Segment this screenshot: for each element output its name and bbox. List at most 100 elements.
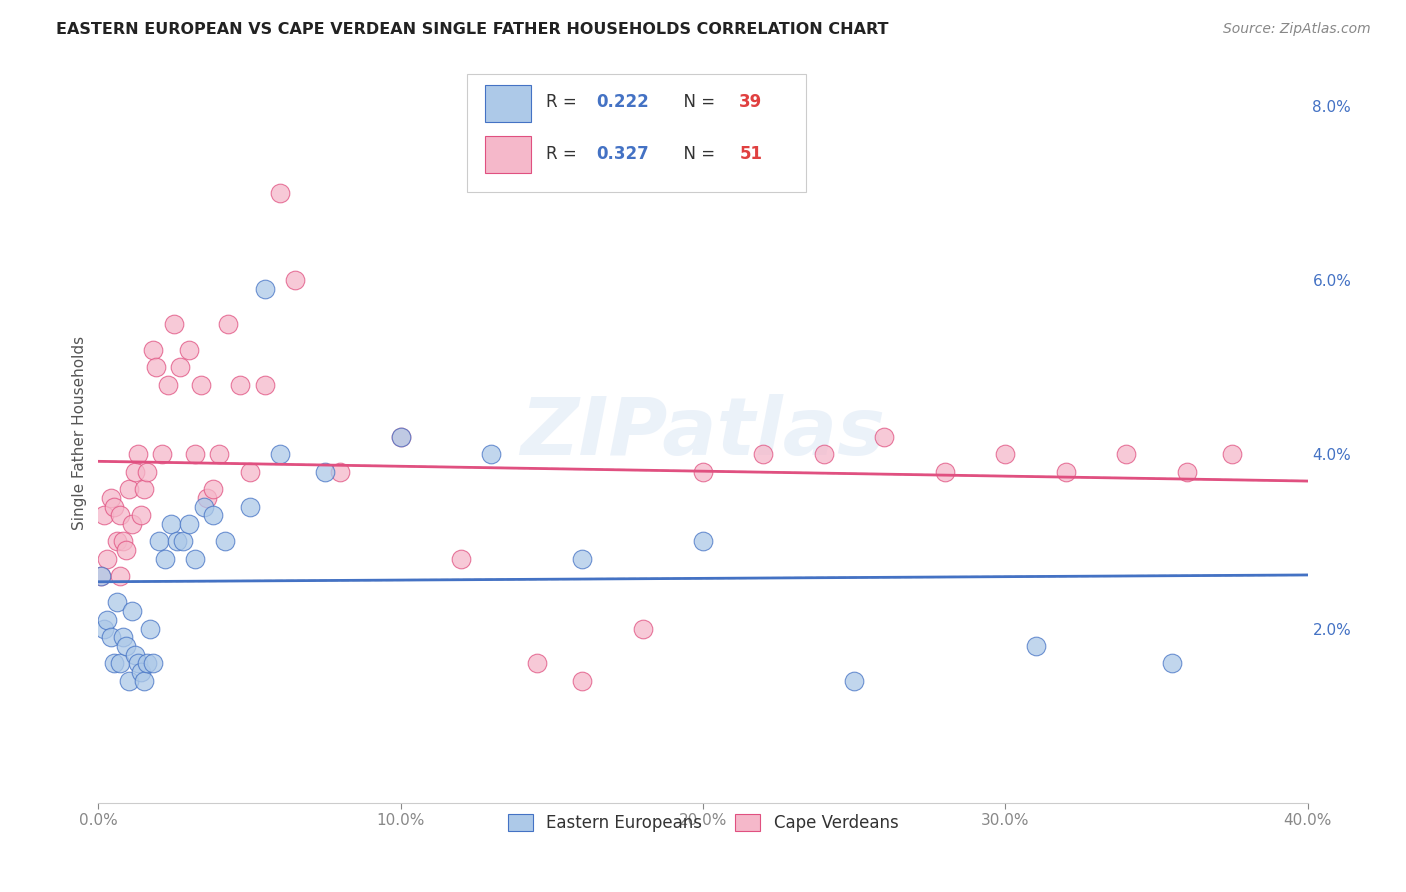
Point bbox=[253, 282, 276, 296]
Text: N =: N = bbox=[672, 145, 720, 162]
Point bbox=[526, 657, 548, 671]
Point bbox=[179, 343, 201, 357]
Point bbox=[1024, 639, 1046, 653]
Point bbox=[229, 377, 252, 392]
Point bbox=[111, 630, 134, 644]
Point bbox=[93, 508, 115, 523]
Point bbox=[1175, 465, 1198, 479]
Text: 51: 51 bbox=[740, 145, 762, 162]
Point bbox=[253, 377, 276, 392]
Y-axis label: Single Father Households: Single Father Households bbox=[72, 335, 87, 530]
Text: 0.327: 0.327 bbox=[596, 145, 650, 162]
Point bbox=[571, 552, 593, 566]
Point bbox=[142, 343, 165, 357]
Point bbox=[118, 673, 141, 688]
Point bbox=[135, 465, 157, 479]
Point bbox=[108, 569, 131, 583]
Point bbox=[389, 430, 412, 444]
Point bbox=[93, 622, 115, 636]
Bar bbox=[485, 136, 531, 173]
Point bbox=[124, 465, 146, 479]
Point bbox=[121, 517, 143, 532]
Point bbox=[124, 648, 146, 662]
Point bbox=[127, 447, 149, 461]
Point bbox=[752, 447, 775, 461]
Point bbox=[269, 447, 291, 461]
Point bbox=[934, 465, 956, 479]
Point bbox=[114, 543, 136, 558]
Point bbox=[153, 552, 176, 566]
Point bbox=[873, 430, 896, 444]
Point bbox=[103, 657, 125, 671]
Point bbox=[1160, 657, 1182, 671]
Point bbox=[100, 630, 122, 644]
Point bbox=[692, 465, 714, 479]
Point bbox=[269, 186, 291, 200]
Point bbox=[314, 465, 336, 479]
Text: ZIPatlas: ZIPatlas bbox=[520, 393, 886, 472]
Point bbox=[108, 657, 131, 671]
Point bbox=[132, 482, 155, 496]
Point bbox=[631, 622, 654, 636]
Point bbox=[132, 673, 155, 688]
Point bbox=[172, 534, 194, 549]
Point bbox=[90, 569, 112, 583]
Text: R =: R = bbox=[546, 145, 582, 162]
Point bbox=[148, 534, 170, 549]
Text: EASTERN EUROPEAN VS CAPE VERDEAN SINGLE FATHER HOUSEHOLDS CORRELATION CHART: EASTERN EUROPEAN VS CAPE VERDEAN SINGLE … bbox=[56, 22, 889, 37]
Point bbox=[145, 360, 167, 375]
Point bbox=[184, 552, 207, 566]
Point bbox=[100, 491, 122, 505]
Point bbox=[239, 465, 262, 479]
Text: R =: R = bbox=[546, 93, 582, 111]
Point bbox=[214, 534, 236, 549]
Point bbox=[813, 447, 835, 461]
Point bbox=[184, 447, 207, 461]
Point bbox=[389, 430, 412, 444]
Point bbox=[105, 534, 128, 549]
Point bbox=[195, 491, 218, 505]
Legend: Eastern Europeans, Cape Verdeans: Eastern Europeans, Cape Verdeans bbox=[501, 807, 905, 838]
Point bbox=[114, 639, 136, 653]
Point bbox=[129, 508, 152, 523]
Point bbox=[105, 595, 128, 609]
Point bbox=[139, 622, 162, 636]
Point bbox=[96, 552, 118, 566]
Point bbox=[1115, 447, 1137, 461]
Point bbox=[208, 447, 231, 461]
Text: 39: 39 bbox=[740, 93, 762, 111]
Point bbox=[142, 657, 165, 671]
Point bbox=[163, 317, 186, 331]
Point bbox=[217, 317, 239, 331]
Text: N =: N = bbox=[672, 93, 720, 111]
Point bbox=[844, 673, 866, 688]
Text: 0.222: 0.222 bbox=[596, 93, 650, 111]
Point bbox=[190, 377, 212, 392]
Point bbox=[129, 665, 152, 680]
Point bbox=[160, 517, 183, 532]
Point bbox=[329, 465, 352, 479]
Point bbox=[111, 534, 134, 549]
Point bbox=[156, 377, 179, 392]
Point bbox=[202, 508, 225, 523]
Point bbox=[202, 482, 225, 496]
Point bbox=[135, 657, 157, 671]
Point bbox=[90, 569, 112, 583]
Bar bbox=[485, 85, 531, 121]
Point bbox=[103, 500, 125, 514]
Point bbox=[96, 613, 118, 627]
Point bbox=[179, 517, 201, 532]
FancyBboxPatch shape bbox=[467, 73, 806, 192]
Point bbox=[169, 360, 191, 375]
Point bbox=[108, 508, 131, 523]
Point bbox=[150, 447, 173, 461]
Point bbox=[193, 500, 215, 514]
Text: Source: ZipAtlas.com: Source: ZipAtlas.com bbox=[1223, 22, 1371, 37]
Point bbox=[481, 447, 503, 461]
Point bbox=[450, 552, 472, 566]
Point bbox=[284, 273, 307, 287]
Point bbox=[994, 447, 1017, 461]
Point bbox=[166, 534, 188, 549]
Point bbox=[1220, 447, 1243, 461]
Point bbox=[1054, 465, 1077, 479]
